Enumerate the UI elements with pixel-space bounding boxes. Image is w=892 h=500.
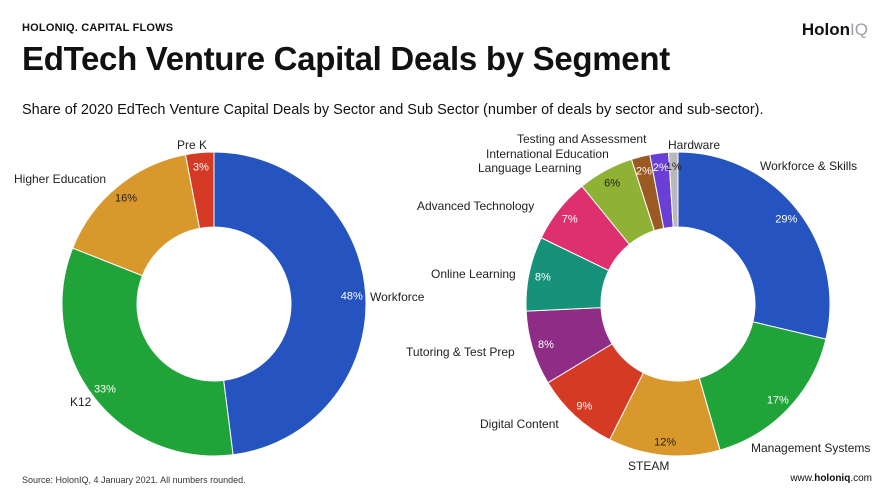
slice-label-k12: K12 [70,395,92,409]
chart-subtitle: Share of 2020 EdTech Venture Capital Dea… [22,102,764,118]
holoniq-logo: HolonIQ [802,20,868,40]
logo-iq: IQ [850,20,868,39]
slice-workforce-skills [677,151,831,340]
brand-name: HOLONIQ. [22,22,78,34]
slice-value-hardware: 1% [666,161,682,173]
slice-label-online-learning: Online Learning [431,267,516,281]
source-note: Source: HolonIQ, 4 January 2021. All num… [22,475,246,485]
slice-management-systems [698,321,827,451]
slice-value-testing-and-assessment: 2% [653,162,669,174]
slice-value-online-learning: 8% [535,271,551,283]
website-url: www.holoniq.com [790,473,872,484]
slice-label-tutoring-test-prep: Tutoring & Test Prep [406,345,515,359]
slice-label-hardware: Hardware [668,138,720,152]
slice-value-higher-education: 16% [115,193,137,205]
slice-value-workforce-skills: 29% [775,213,797,225]
slice-label-language-learning: Language Learning [478,161,581,175]
slice-label-higher-education: Higher Education [14,172,106,186]
slice-value-pre-k: 3% [193,162,209,174]
slice-label-workforce: Workforce [370,290,425,304]
slice-label-international-education: International Education [486,147,609,161]
slice-label-advanced-technology: Advanced Technology [417,199,534,213]
slice-value-steam: 12% [654,436,676,448]
slice-label-steam: STEAM [628,459,669,473]
slice-value-k12: 33% [94,384,116,396]
slice-workforce [213,151,367,456]
url-brand: holoniq [814,473,851,484]
slice-value-management-systems: 17% [767,394,789,406]
url-suffix: .com [850,473,872,484]
slice-pre-k [184,151,215,229]
slice-label-testing-and-assessment: Testing and Assessment [517,132,647,146]
brand-section: CAPITAL FLOWS [81,22,174,34]
slice-value-advanced-technology: 7% [562,213,578,225]
slice-label-digital-content: Digital Content [480,417,559,431]
slice-value-digital-content: 9% [576,400,592,412]
url-prefix: www. [790,473,815,484]
slice-hardware [668,151,679,228]
slice-label-management-systems: Management Systems [751,441,870,455]
brand-tag: HOLONIQ. CAPITAL FLOWS [22,22,173,34]
slice-value-language-learning: 6% [604,178,620,190]
logo-main: Holon [801,20,851,39]
slice-k12 [61,247,234,457]
slice-value-workforce: 48% [341,290,363,302]
page-title: EdTech Venture Capital Deals by Segment [22,40,670,77]
slice-label-pre-k: Pre K [177,138,207,152]
slice-label-workforce-skills: Workforce & Skills [760,159,857,173]
slice-value-tutoring-test-prep: 8% [538,339,554,351]
slice-value-international-education: 2% [636,165,652,177]
